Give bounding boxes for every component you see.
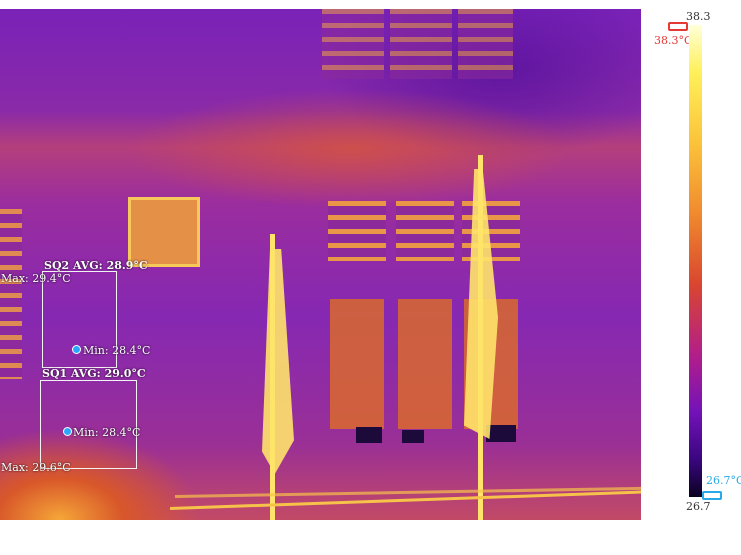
window-block bbox=[328, 201, 386, 261]
roi-avg-label: SQ1 AVG: 29.0°C bbox=[42, 367, 146, 380]
dark-opening bbox=[402, 430, 424, 443]
min-temp-marker-label: 26.7°C bbox=[706, 474, 741, 487]
roi-min-label: Min: 28.4°C bbox=[83, 344, 151, 357]
roi-avg-label: SQ2 AVG: 28.9°C bbox=[44, 259, 148, 272]
window-block bbox=[330, 299, 384, 429]
wall-sign bbox=[128, 197, 200, 267]
window-block bbox=[396, 201, 454, 261]
color-scale-bar bbox=[689, 25, 702, 497]
window-block bbox=[458, 9, 513, 79]
window-block bbox=[390, 9, 452, 79]
dark-opening bbox=[486, 425, 516, 442]
thermal-image bbox=[0, 9, 641, 520]
min-temp-marker-icon[interactable] bbox=[702, 491, 722, 500]
roi-max-label: Max: 29.4°C bbox=[1, 272, 71, 285]
min-point-marker bbox=[72, 345, 81, 354]
roi-box-sq1[interactable] bbox=[40, 380, 137, 469]
dark-opening bbox=[356, 427, 382, 443]
flag bbox=[262, 249, 294, 474]
min-point-marker bbox=[63, 427, 72, 436]
max-temp-marker-icon[interactable] bbox=[668, 22, 688, 31]
window-block bbox=[398, 299, 452, 429]
scale-min-value: 26.7 bbox=[686, 500, 711, 513]
window-block bbox=[322, 9, 384, 79]
max-temp-marker-label: 38.3°C bbox=[654, 34, 693, 47]
roi-max-label: Max: 29.6°C bbox=[1, 461, 71, 474]
scale-max-value: 38.3 bbox=[686, 10, 711, 23]
window-block bbox=[0, 209, 22, 379]
roi-box-sq2[interactable] bbox=[42, 271, 117, 368]
roi-min-label: Min: 28.4°C bbox=[73, 426, 141, 439]
